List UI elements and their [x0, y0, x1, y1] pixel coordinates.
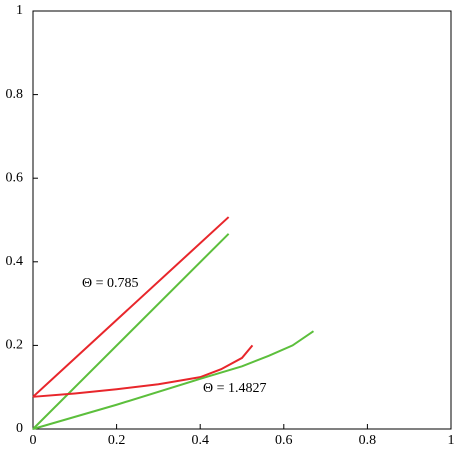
x-tick-label: 0 — [30, 433, 37, 448]
x-tick-label: 0.8 — [359, 433, 377, 448]
line — [32, 216, 230, 398]
x-tick-label: 0.6 — [275, 433, 293, 448]
y-tick-label: 0 — [16, 421, 23, 436]
plot-frame — [32, 10, 452, 430]
x-tick-label: 0.2 — [108, 433, 126, 448]
y-tick-label: 0.4 — [6, 254, 24, 269]
y-tick-label: 0.8 — [6, 87, 24, 102]
line — [32, 330, 315, 430]
annotation: Θ = 0.785 — [82, 276, 139, 291]
x-tick-label: 1 — [448, 433, 455, 448]
y-tick-label: 0.6 — [6, 170, 24, 185]
annotation: Θ = 1.4827 — [203, 381, 267, 396]
y-tick-label: 0.2 — [6, 338, 24, 353]
y-tick-label: 1 — [16, 3, 23, 18]
line — [32, 233, 230, 430]
line — [32, 344, 254, 398]
x-tick-label: 0.4 — [191, 433, 209, 448]
